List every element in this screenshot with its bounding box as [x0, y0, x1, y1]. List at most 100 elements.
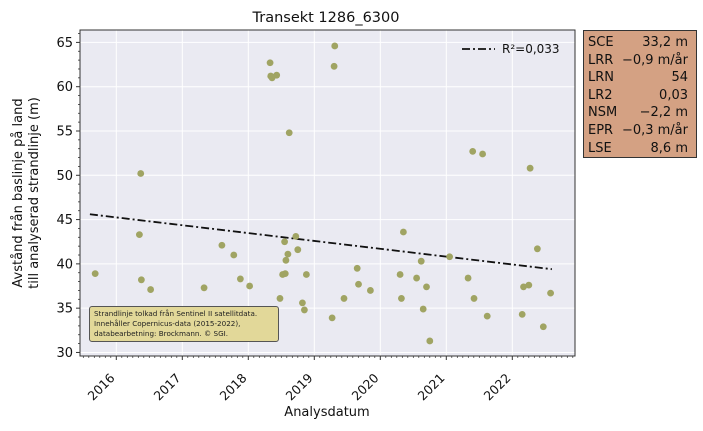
x-tick-label: 2016	[85, 370, 118, 403]
data-point	[284, 250, 292, 258]
data-point	[218, 241, 226, 249]
data-point	[525, 281, 533, 289]
y-tick-label: 65	[56, 36, 73, 51]
chart-title: Transekt 1286_6300	[252, 10, 400, 26]
stat-row-lr2: LR2 0,03	[588, 87, 692, 105]
data-point	[294, 246, 302, 254]
x-tick-label: 2021	[415, 370, 448, 403]
data-point	[518, 310, 526, 318]
stat-row-lrn: LRN 54	[588, 69, 692, 87]
data-point	[292, 233, 300, 240]
stat-row-sce: SCE 33,2 m	[588, 34, 692, 52]
data-point	[400, 228, 407, 236]
data-point	[137, 170, 145, 177]
stat-row-nsm: NSM −2,2 m	[588, 104, 692, 122]
data-point	[91, 270, 99, 278]
data-point	[353, 264, 361, 272]
data-point	[285, 129, 293, 137]
data-point	[464, 274, 472, 282]
credit-line: Strandlinje tolkad från Sentinel II sate…	[94, 309, 258, 318]
stat-key: LR2	[588, 87, 613, 103]
x-tick-label: 2022	[481, 370, 514, 403]
x-tick-label: 2020	[349, 370, 382, 403]
stat-value: −0,3 m/år	[621, 122, 688, 138]
y-axis: 30 35 40 45 50 55 60 65	[56, 33, 80, 361]
stat-value: 33,2 m	[642, 35, 688, 50]
data-credit-note: Strandlinje tolkad från Sentinel II sate…	[89, 306, 279, 342]
data-point	[419, 305, 427, 313]
stat-row-epr: EPR −0,3 m/år	[588, 122, 692, 140]
y-tick-label: 60	[56, 80, 73, 95]
data-point	[328, 314, 336, 322]
data-point	[147, 286, 155, 293]
data-point	[340, 295, 348, 302]
data-point	[355, 280, 362, 288]
data-point	[446, 253, 453, 261]
data-point	[246, 282, 254, 290]
stat-key: NSM	[588, 105, 618, 121]
data-point	[281, 238, 288, 246]
data-point	[302, 271, 310, 278]
y-axis-label-line-2: till analyserad strandlinje (m)	[27, 97, 42, 289]
data-point	[282, 256, 290, 264]
stat-row-lrr: LRR −0,9 m/år	[588, 52, 692, 70]
x-tick-label: 2017	[151, 370, 184, 403]
data-points	[91, 42, 554, 345]
legend-label: R²=0,033	[502, 42, 560, 56]
grid-lines	[80, 30, 575, 356]
data-point	[426, 337, 434, 345]
data-point	[470, 295, 478, 302]
y-tick-label: 35	[56, 302, 73, 317]
data-point	[423, 283, 430, 291]
data-point	[396, 271, 404, 278]
trend-line-group	[89, 213, 553, 271]
stat-key: LRN	[588, 70, 614, 86]
data-point	[281, 270, 289, 278]
data-point	[137, 276, 145, 284]
y-tick-label: 55	[56, 124, 73, 139]
x-axis: 2016 2017 2018 2019 2020 2021 2022	[82, 356, 574, 403]
stat-value: −2,2 m	[639, 105, 688, 121]
data-point	[273, 71, 281, 79]
y-tick-label: 50	[56, 169, 73, 184]
stat-value: 8,6 m	[650, 140, 688, 156]
y-axis-label: Avstånd från baslinje på land till analy…	[11, 97, 42, 289]
data-point	[479, 150, 486, 158]
y-tick-label: 40	[56, 257, 73, 272]
data-point	[331, 42, 339, 50]
data-point	[200, 284, 208, 292]
stat-row-lse: LSE 8,6 m	[588, 140, 692, 158]
data-point	[520, 283, 527, 291]
x-axis-label: Analysdatum	[284, 405, 369, 420]
data-point	[398, 295, 405, 302]
data-point	[301, 306, 308, 314]
x-tick-label: 2018	[217, 370, 250, 403]
credit-line: databearbetning: Brockmann. © SGI.	[94, 329, 229, 338]
y-tick-label: 45	[56, 213, 73, 228]
stat-key: LSE	[588, 140, 612, 156]
data-point	[526, 164, 534, 172]
stat-key: SCE	[588, 35, 614, 50]
data-point	[367, 287, 374, 294]
stat-value: 0,03	[659, 87, 688, 103]
data-point	[469, 147, 477, 155]
data-point	[483, 312, 491, 320]
data-point	[413, 274, 420, 282]
stat-key: LRR	[588, 52, 614, 68]
data-point	[266, 59, 274, 67]
data-point	[136, 231, 143, 239]
data-point	[330, 62, 338, 70]
stat-key: EPR	[588, 122, 614, 138]
credit-line: Innehåller Copernicus-data (2015-2022),	[94, 319, 241, 328]
legend: R²=0,033	[462, 42, 560, 56]
data-point	[299, 299, 306, 307]
statistics-panel: SCE 33,2 m LRR −0,9 m/år LRN 54 LR2 0,03 NSM…	[583, 30, 697, 158]
data-point	[539, 323, 547, 331]
y-axis-label-line-1: Avstånd från baslinje på land	[11, 98, 26, 287]
y-tick-label: 30	[56, 346, 73, 361]
stat-value: −0,9 m/år	[621, 52, 688, 68]
stat-value: 54	[671, 70, 688, 86]
data-point	[417, 257, 425, 265]
data-point	[276, 295, 284, 302]
